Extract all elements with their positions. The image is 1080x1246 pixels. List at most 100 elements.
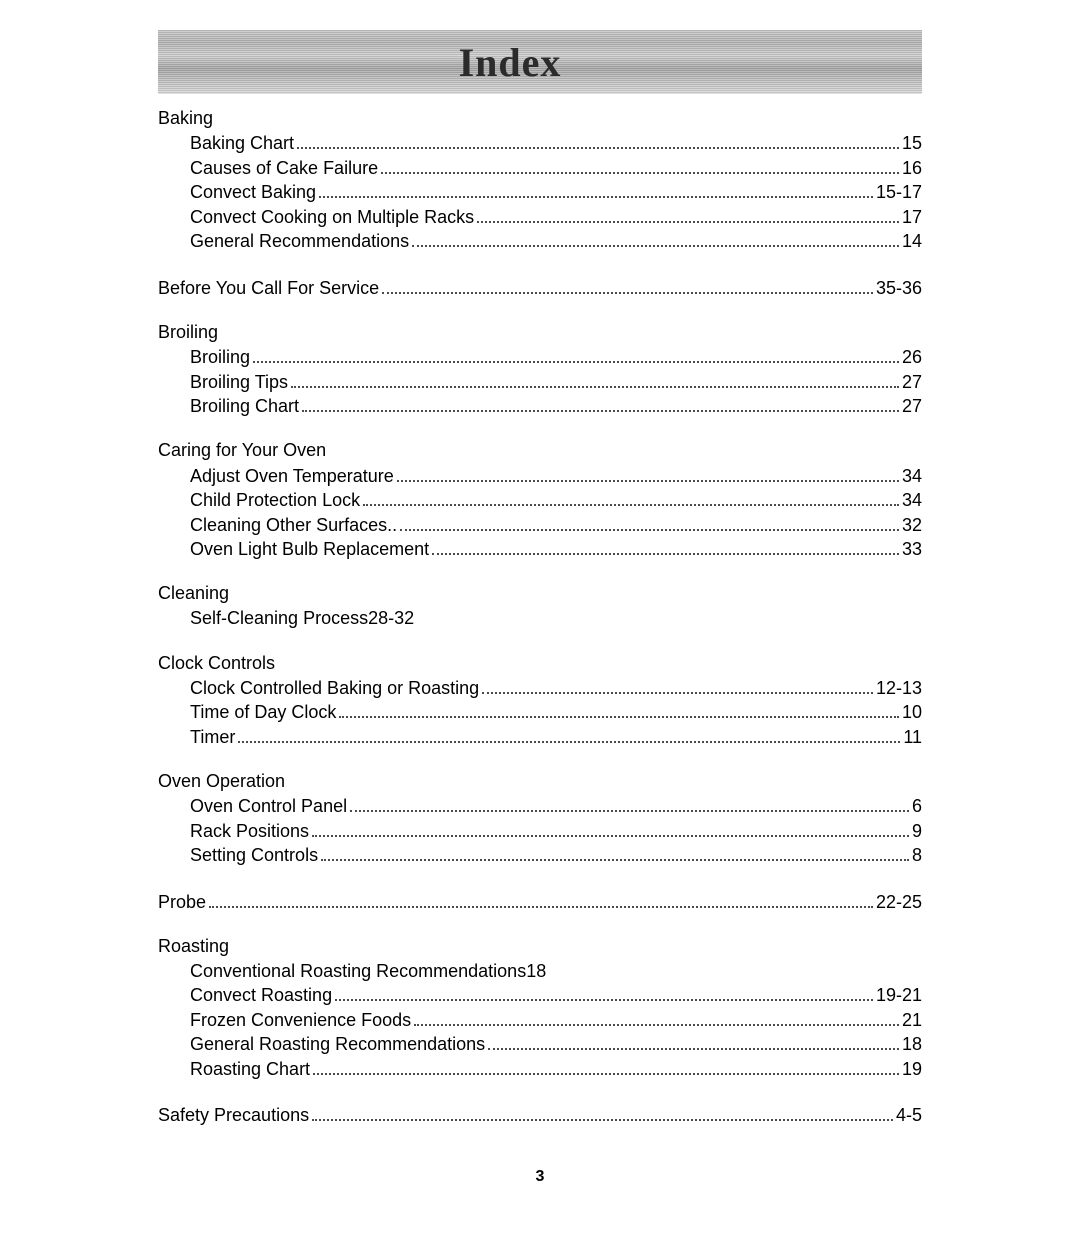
leader-dots <box>488 1032 899 1050</box>
entry-page: 11 <box>903 725 922 749</box>
entry-page: 32 <box>902 513 922 537</box>
entry-label: Oven Light Bulb Replacement <box>190 537 429 561</box>
leader-dots <box>397 463 899 481</box>
entry-label: Baking Chart <box>190 131 294 155</box>
leader-dots <box>432 537 899 555</box>
index-entry: Roasting Chart 19 <box>158 1057 922 1081</box>
index-section: Safety Precautions4-5 <box>158 1103 922 1127</box>
index-section: RoastingConventional Roasting Recommenda… <box>158 936 922 1081</box>
entry-label: Roasting Chart <box>190 1057 310 1081</box>
entry-label: Child Protection Lock <box>190 488 360 512</box>
entry-page: 34 <box>902 488 922 512</box>
index-entry: Convect Baking 15-17 <box>158 180 922 204</box>
index-section: Before You Call For Service 35-36 <box>158 275 922 299</box>
index-entry: Cleaning Other Surfaces..32 <box>158 512 922 536</box>
leader-dots <box>253 345 899 363</box>
leader-dots <box>209 890 873 908</box>
index-section: CleaningSelf-Cleaning Process28-32 <box>158 583 922 630</box>
leader-dots <box>482 676 873 694</box>
entry-label: Time of Day Clock <box>190 700 336 724</box>
entry-label: Broiling <box>190 345 250 369</box>
index-entry: Time of Day Clock 10 <box>158 700 922 724</box>
index-entry: Before You Call For Service 35-36 <box>158 275 922 299</box>
leader-dots <box>312 819 909 837</box>
entry-page: 19 <box>902 1057 922 1081</box>
index-entry: General Roasting Recommendations18 <box>158 1032 922 1056</box>
index-page: Index BakingBaking Chart15Causes of Cake… <box>0 0 1080 1246</box>
index-entry-inline: Conventional Roasting Recommendations18 <box>158 959 922 983</box>
leader-dots <box>297 131 899 149</box>
index-entry: Convect Roasting 19-21 <box>158 983 922 1007</box>
section-heading: Roasting <box>158 936 922 957</box>
leader-dots <box>382 275 873 293</box>
leader-dots <box>313 1057 899 1075</box>
entry-label: Adjust Oven Temperature <box>190 464 394 488</box>
index-entry: Oven Light Bulb Replacement 33 <box>158 537 922 561</box>
entry-page: 6 <box>912 794 922 818</box>
section-heading: Cleaning <box>158 583 922 604</box>
leader-dots <box>412 229 899 247</box>
index-entry: Setting Controls8 <box>158 843 922 867</box>
entry-label: Broiling Tips <box>190 370 288 394</box>
index-entry: Broiling Tips 27 <box>158 369 922 393</box>
index-entry: Broiling 26 <box>158 345 922 369</box>
footer-page-number: 3 <box>158 1168 922 1186</box>
entry-page: 26 <box>902 345 922 369</box>
entry-label: Clock Controlled Baking or Roasting <box>190 676 479 700</box>
index-section: Probe 22-25 <box>158 890 922 914</box>
entry-page: 34 <box>902 464 922 488</box>
leader-dots <box>339 700 899 718</box>
entry-page: 15-17 <box>876 180 922 204</box>
index-entry: Timer11 <box>158 725 922 749</box>
leader-dots <box>400 512 899 530</box>
leader-dots <box>381 155 899 173</box>
entry-page: 21 <box>902 1008 922 1032</box>
entry-page: 19-21 <box>876 983 922 1007</box>
entry-page: 33 <box>902 537 922 561</box>
index-entry: Baking Chart 15 <box>158 131 922 155</box>
entry-label: Rack Positions <box>190 819 309 843</box>
leader-dots <box>335 983 873 1001</box>
entry-label: General Roasting Recommendations <box>190 1032 485 1056</box>
entry-label: Causes of Cake Failure <box>190 156 378 180</box>
index-entry: Frozen Convenience Foods 21 <box>158 1008 922 1032</box>
entry-page: 9 <box>912 819 922 843</box>
index-entry: Clock Controlled Baking or Roasting12-13 <box>158 676 922 700</box>
title-bar: Index <box>158 30 922 94</box>
leader-dots <box>319 180 873 198</box>
entry-label: Convect Roasting <box>190 983 332 1007</box>
index-entry: Causes of Cake Failure16 <box>158 155 922 179</box>
index-entry: Safety Precautions4-5 <box>158 1103 922 1127</box>
leader-dots <box>321 843 909 861</box>
entry-page: 15 <box>902 131 922 155</box>
entry-label: Probe <box>158 890 206 914</box>
entry-page: 17 <box>902 205 922 229</box>
index-entry: Adjust Oven Temperature 34 <box>158 463 922 487</box>
leader-dots <box>238 725 900 743</box>
section-heading: Clock Controls <box>158 653 922 674</box>
entry-page: 35-36 <box>876 276 922 300</box>
index-entry: Convect Cooking on Multiple Racks17 <box>158 204 922 228</box>
entry-page: 27 <box>902 370 922 394</box>
index-sections: BakingBaking Chart15Causes of Cake Failu… <box>158 108 922 1128</box>
index-entry: Broiling Chart27 <box>158 394 922 418</box>
leader-dots <box>350 794 909 812</box>
page-title: Index <box>459 39 562 86</box>
leader-dots <box>312 1103 893 1121</box>
index-entry: Child Protection Lock 34 <box>158 488 922 512</box>
section-heading: Baking <box>158 108 922 129</box>
entry-label: Before You Call For Service <box>158 276 379 300</box>
entry-label: Frozen Convenience Foods <box>190 1008 411 1032</box>
index-entry: Oven Control Panel6 <box>158 794 922 818</box>
index-section: BroilingBroiling26Broiling Tips27Broilin… <box>158 322 922 418</box>
leader-dots <box>414 1008 899 1026</box>
index-section: Oven OperationOven Control Panel6Rack Po… <box>158 771 922 867</box>
leader-dots <box>477 204 899 222</box>
entry-label: Convect Baking <box>190 180 316 204</box>
leader-dots <box>363 488 899 506</box>
entry-label: Broiling Chart <box>190 394 299 418</box>
entry-label: General Recommendations <box>190 229 409 253</box>
entry-page: 22-25 <box>876 890 922 914</box>
entry-page: 10 <box>902 700 922 724</box>
leader-dots <box>291 369 899 387</box>
